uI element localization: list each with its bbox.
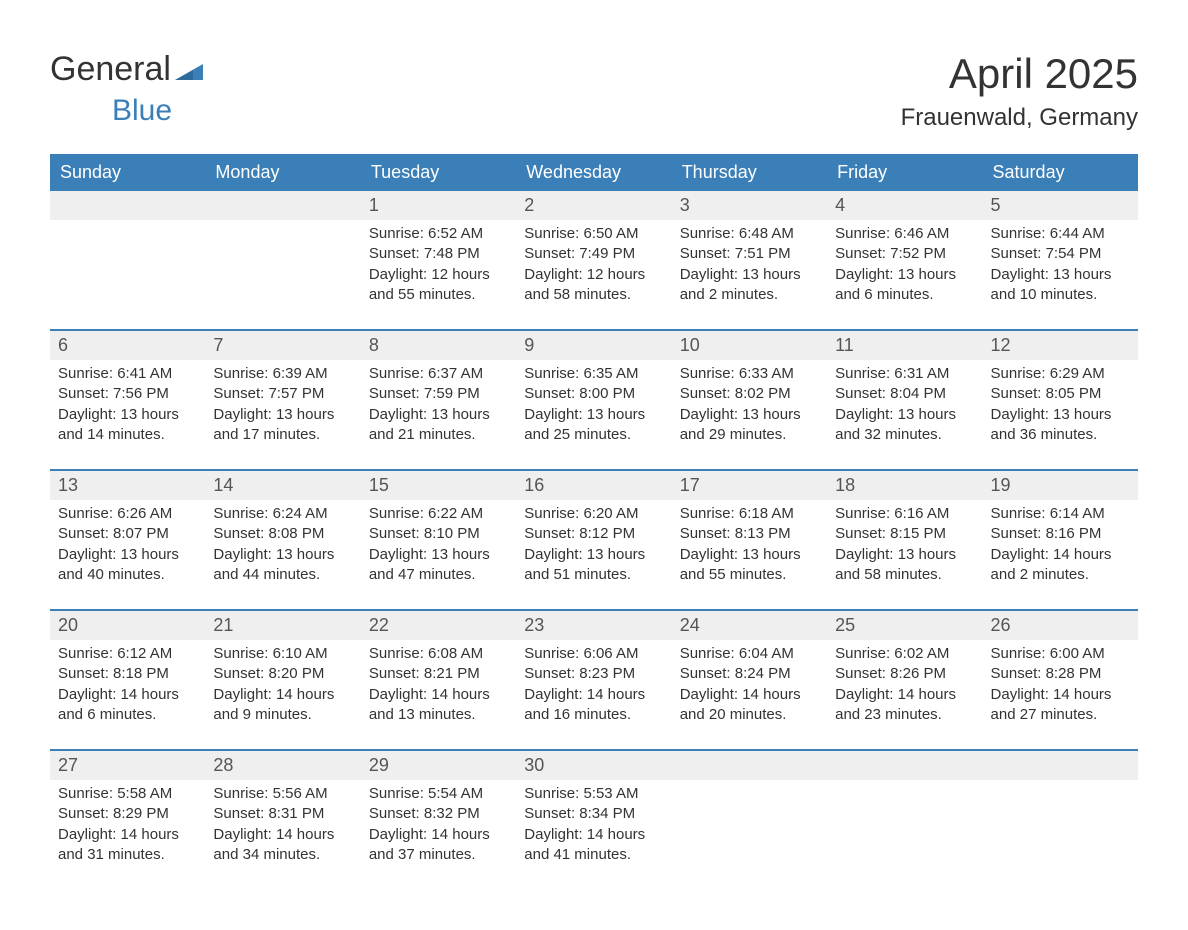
weekday-header: Tuesday xyxy=(361,154,516,191)
day-number: 5 xyxy=(983,191,1138,220)
day-number: 7 xyxy=(205,331,360,360)
calendar-table: Sunday Monday Tuesday Wednesday Thursday… xyxy=(50,154,1138,890)
day-data xyxy=(50,220,205,234)
day-data xyxy=(983,780,1138,794)
day-data: Sunrise: 6:52 AMSunset: 7:48 PMDaylight:… xyxy=(361,220,516,315)
daydata-row: Sunrise: 6:12 AMSunset: 8:18 PMDaylight:… xyxy=(50,640,1138,750)
day-data: Sunrise: 6:31 AMSunset: 8:04 PMDaylight:… xyxy=(827,360,982,455)
day-data: Sunrise: 6:02 AMSunset: 8:26 PMDaylight:… xyxy=(827,640,982,735)
logo-text-1: General xyxy=(50,50,171,89)
weekday-header: Sunday xyxy=(50,154,205,191)
day-number: 16 xyxy=(516,471,671,500)
weekday-header: Saturday xyxy=(983,154,1138,191)
day-number: 18 xyxy=(827,471,982,500)
day-number: 12 xyxy=(983,331,1138,360)
day-data xyxy=(827,780,982,794)
day-data: Sunrise: 6:33 AMSunset: 8:02 PMDaylight:… xyxy=(672,360,827,455)
title-block: April 2025 Frauenwald, Germany xyxy=(901,50,1138,132)
day-number: 22 xyxy=(361,611,516,640)
day-data: Sunrise: 6:08 AMSunset: 8:21 PMDaylight:… xyxy=(361,640,516,735)
calendar-page: General April 2025 Frauenwald, Germany B… xyxy=(0,0,1188,930)
day-number: 4 xyxy=(827,191,982,220)
daydata-row: Sunrise: 6:52 AMSunset: 7:48 PMDaylight:… xyxy=(50,220,1138,330)
logo-flag-icon xyxy=(175,50,203,89)
calendar-body: 12345Sunrise: 6:52 AMSunset: 7:48 PMDayl… xyxy=(50,191,1138,890)
day-data: Sunrise: 6:46 AMSunset: 7:52 PMDaylight:… xyxy=(827,220,982,315)
daynum-row: 13141516171819 xyxy=(50,470,1138,500)
day-number: 26 xyxy=(983,611,1138,640)
day-data: Sunrise: 6:44 AMSunset: 7:54 PMDaylight:… xyxy=(983,220,1138,315)
day-number: 29 xyxy=(361,751,516,780)
day-data: Sunrise: 6:41 AMSunset: 7:56 PMDaylight:… xyxy=(50,360,205,455)
day-data: Sunrise: 6:39 AMSunset: 7:57 PMDaylight:… xyxy=(205,360,360,455)
day-number: 1 xyxy=(361,191,516,220)
daydata-row: Sunrise: 5:58 AMSunset: 8:29 PMDaylight:… xyxy=(50,780,1138,890)
day-number: 2 xyxy=(516,191,671,220)
daydata-row: Sunrise: 6:26 AMSunset: 8:07 PMDaylight:… xyxy=(50,500,1138,610)
daydata-row: Sunrise: 6:41 AMSunset: 7:56 PMDaylight:… xyxy=(50,360,1138,470)
day-data: Sunrise: 6:12 AMSunset: 8:18 PMDaylight:… xyxy=(50,640,205,735)
day-data: Sunrise: 6:50 AMSunset: 7:49 PMDaylight:… xyxy=(516,220,671,315)
day-data: Sunrise: 6:26 AMSunset: 8:07 PMDaylight:… xyxy=(50,500,205,595)
day-data: Sunrise: 6:24 AMSunset: 8:08 PMDaylight:… xyxy=(205,500,360,595)
daynum-row: 27282930 xyxy=(50,750,1138,780)
day-number: 15 xyxy=(361,471,516,500)
logo: General xyxy=(50,50,203,89)
weekday-header: Friday xyxy=(827,154,982,191)
weekday-header: Monday xyxy=(205,154,360,191)
weekday-header-row: Sunday Monday Tuesday Wednesday Thursday… xyxy=(50,154,1138,191)
day-data: Sunrise: 6:06 AMSunset: 8:23 PMDaylight:… xyxy=(516,640,671,735)
day-data: Sunrise: 6:48 AMSunset: 7:51 PMDaylight:… xyxy=(672,220,827,315)
day-number: 20 xyxy=(50,611,205,640)
day-data: Sunrise: 6:14 AMSunset: 8:16 PMDaylight:… xyxy=(983,500,1138,595)
day-number: 14 xyxy=(205,471,360,500)
day-number xyxy=(50,191,205,219)
day-number: 11 xyxy=(827,331,982,360)
day-number xyxy=(205,191,360,219)
day-data: Sunrise: 6:18 AMSunset: 8:13 PMDaylight:… xyxy=(672,500,827,595)
title-location: Frauenwald, Germany xyxy=(901,104,1138,132)
daynum-row: 6789101112 xyxy=(50,330,1138,360)
day-data: Sunrise: 6:04 AMSunset: 8:24 PMDaylight:… xyxy=(672,640,827,735)
day-data: Sunrise: 6:35 AMSunset: 8:00 PMDaylight:… xyxy=(516,360,671,455)
day-number: 19 xyxy=(983,471,1138,500)
weekday-header: Thursday xyxy=(672,154,827,191)
day-data: Sunrise: 6:20 AMSunset: 8:12 PMDaylight:… xyxy=(516,500,671,595)
day-data xyxy=(205,220,360,234)
day-number: 28 xyxy=(205,751,360,780)
day-data: Sunrise: 5:58 AMSunset: 8:29 PMDaylight:… xyxy=(50,780,205,875)
day-number: 13 xyxy=(50,471,205,500)
day-data: Sunrise: 5:56 AMSunset: 8:31 PMDaylight:… xyxy=(205,780,360,875)
day-number: 27 xyxy=(50,751,205,780)
day-number: 6 xyxy=(50,331,205,360)
day-number: 17 xyxy=(672,471,827,500)
day-number: 25 xyxy=(827,611,982,640)
day-number xyxy=(827,751,982,779)
day-number: 10 xyxy=(672,331,827,360)
day-data: Sunrise: 6:29 AMSunset: 8:05 PMDaylight:… xyxy=(983,360,1138,455)
day-number: 21 xyxy=(205,611,360,640)
day-data: Sunrise: 6:37 AMSunset: 7:59 PMDaylight:… xyxy=(361,360,516,455)
day-number: 23 xyxy=(516,611,671,640)
day-number: 24 xyxy=(672,611,827,640)
day-data: Sunrise: 6:22 AMSunset: 8:10 PMDaylight:… xyxy=(361,500,516,595)
day-number xyxy=(983,751,1138,779)
day-data: Sunrise: 5:54 AMSunset: 8:32 PMDaylight:… xyxy=(361,780,516,875)
day-data xyxy=(672,780,827,794)
day-data: Sunrise: 6:10 AMSunset: 8:20 PMDaylight:… xyxy=(205,640,360,735)
weekday-header: Wednesday xyxy=(516,154,671,191)
day-number: 9 xyxy=(516,331,671,360)
daynum-row: 12345 xyxy=(50,191,1138,220)
day-data: Sunrise: 6:16 AMSunset: 8:15 PMDaylight:… xyxy=(827,500,982,595)
day-number: 3 xyxy=(672,191,827,220)
day-number xyxy=(672,751,827,779)
day-number: 8 xyxy=(361,331,516,360)
daynum-row: 20212223242526 xyxy=(50,610,1138,640)
day-data: Sunrise: 5:53 AMSunset: 8:34 PMDaylight:… xyxy=(516,780,671,875)
day-data: Sunrise: 6:00 AMSunset: 8:28 PMDaylight:… xyxy=(983,640,1138,735)
day-number: 30 xyxy=(516,751,671,780)
title-month: April 2025 xyxy=(901,50,1138,98)
